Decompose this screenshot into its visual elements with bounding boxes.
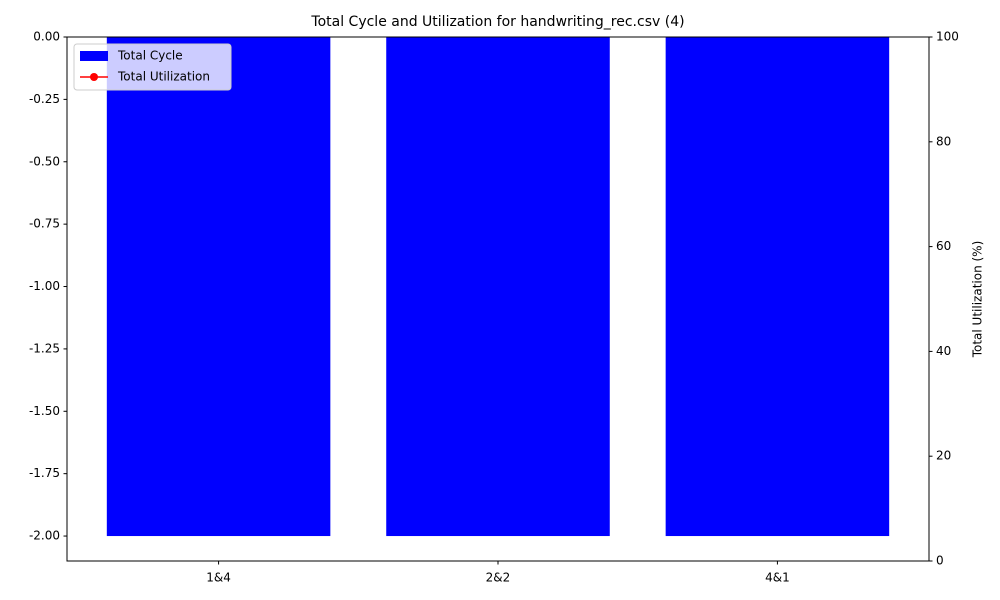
y2-tick-label: 20 xyxy=(936,449,951,463)
y-tick-label: 0.00 xyxy=(33,30,60,44)
legend-label: Total Utilization xyxy=(117,70,210,84)
y-tick-label: -0.75 xyxy=(29,217,60,231)
y-tick-label: -0.50 xyxy=(29,154,60,168)
y-tick-label: -2.00 xyxy=(29,529,60,543)
bar xyxy=(106,37,331,537)
x-tick-label: 1&4 xyxy=(206,571,231,585)
y2-tick-label: 60 xyxy=(936,239,951,253)
legend: Total Cycle Total Utilization xyxy=(73,43,232,91)
legend-label: Total Cycle xyxy=(117,49,183,63)
y-tick-label: -1.75 xyxy=(29,466,60,480)
y2-axis-label: Total Utilization (%) xyxy=(971,241,985,359)
y2-tick-label: 0 xyxy=(936,554,944,568)
chart-title: Total Cycle and Utilization for handwrit… xyxy=(310,14,684,30)
bar xyxy=(386,37,610,537)
x-tick-label: 4&1 xyxy=(765,571,790,585)
y-tick-label: -1.25 xyxy=(29,341,60,355)
y2-tick-label: 100 xyxy=(936,30,959,44)
legend-box xyxy=(73,43,232,91)
y2-tick-label: 80 xyxy=(936,134,951,148)
y-tick-label: -1.00 xyxy=(29,279,60,293)
y-tick-label: -1.50 xyxy=(29,404,60,418)
y2-tick-label: 40 xyxy=(936,344,951,358)
legend-swatch xyxy=(90,73,98,81)
legend-swatch xyxy=(80,51,108,61)
y-tick-label: -0.25 xyxy=(29,92,60,106)
bar xyxy=(665,37,890,537)
x-tick-label: 2&2 xyxy=(486,571,511,585)
